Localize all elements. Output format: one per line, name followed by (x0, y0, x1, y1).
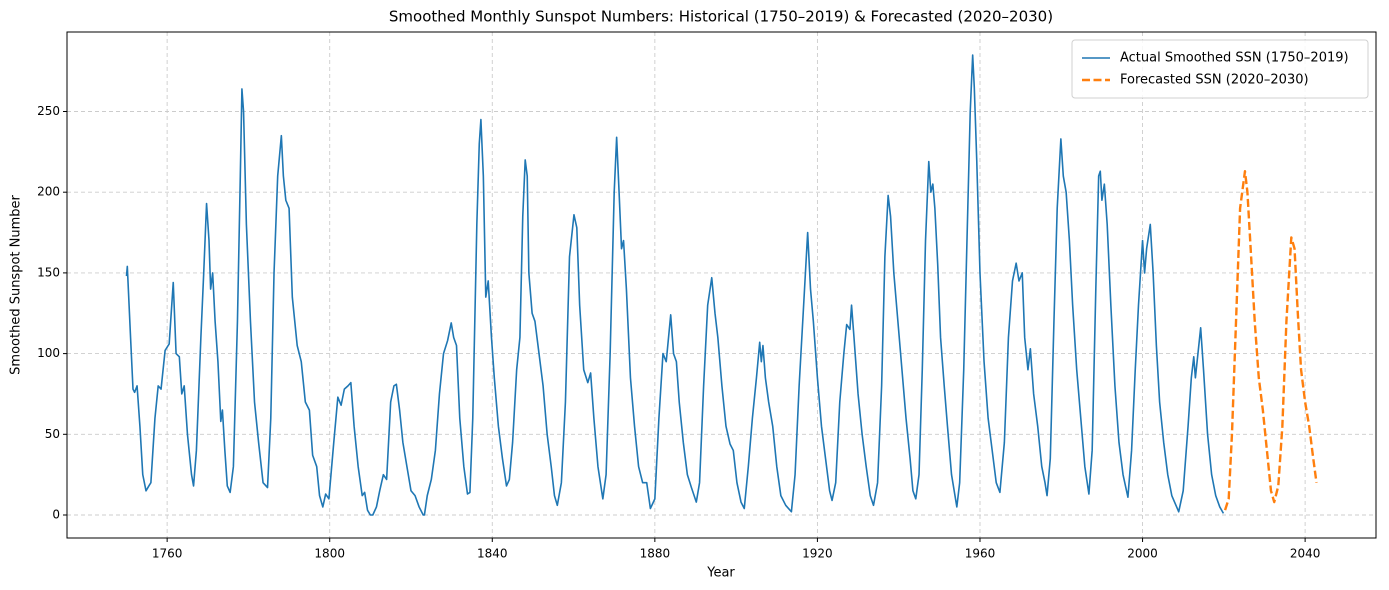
y-tick-label: 0 (52, 508, 60, 522)
series-line (1223, 170, 1318, 511)
y-tick-label: 150 (37, 265, 60, 279)
y-tick-label: 250 (37, 104, 60, 118)
plot-frame (66, 31, 1377, 539)
series-line (125, 54, 1225, 516)
x-tick-label: 2040 (1290, 547, 1321, 561)
x-tick-label: 1920 (802, 547, 833, 561)
x-tick-label: 1800 (314, 547, 345, 561)
y-tick-label: 100 (37, 346, 60, 360)
legend-label: Actual Smoothed SSN (1750–2019) (1120, 51, 1349, 66)
x-tick-label: 1880 (640, 547, 671, 561)
y-tick-label: 50 (45, 427, 60, 441)
legend-label: Forecasted SSN (2020–2030) (1120, 73, 1309, 88)
y-tick-label: 200 (37, 185, 60, 199)
x-tick-label: 1840 (477, 547, 508, 561)
y-axis-label: Smoothed Sunspot Number (9, 194, 24, 374)
x-tick-label: 2000 (1127, 547, 1158, 561)
x-tick-label: 1960 (965, 547, 996, 561)
chart-title: Smoothed Monthly Sunspot Numbers: Histor… (389, 8, 1053, 26)
legend-box (1071, 39, 1369, 99)
x-axis-label: Year (706, 566, 735, 581)
x-tick-label: 1760 (152, 547, 183, 561)
